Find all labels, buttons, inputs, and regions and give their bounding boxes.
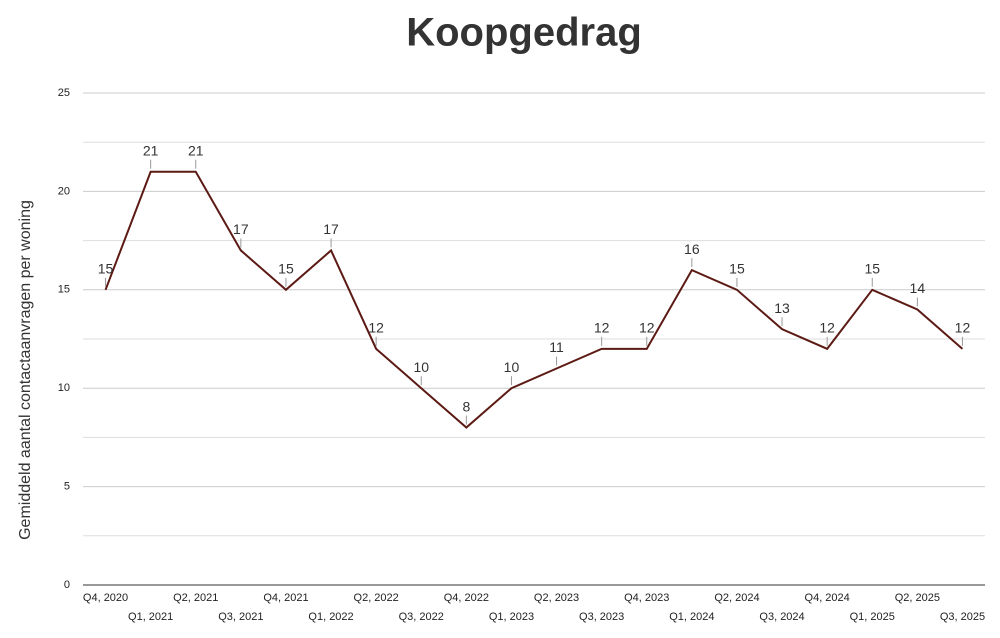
data-label: 17 xyxy=(233,221,249,237)
data-label: 12 xyxy=(594,320,610,336)
x-tick-label: Q2, 2021 xyxy=(173,592,218,604)
y-tick-label: 15 xyxy=(58,284,70,296)
y-tick-label: 25 xyxy=(58,87,70,99)
data-label: 14 xyxy=(910,280,926,296)
data-label: 12 xyxy=(955,320,971,336)
x-tick-label: Q3, 2024 xyxy=(759,611,804,623)
x-tick-label: Q3, 2023 xyxy=(579,611,624,623)
data-label: 10 xyxy=(504,359,520,375)
y-tick-label: 10 xyxy=(58,382,70,394)
data-label: 21 xyxy=(143,142,159,158)
x-tick-label: Q2, 2022 xyxy=(354,592,399,604)
x-tick-label: Q4, 2022 xyxy=(444,592,489,604)
data-label: 15 xyxy=(864,261,880,277)
y-tick-label: 5 xyxy=(64,481,70,493)
data-label: 21 xyxy=(188,142,204,158)
x-tick-label: Q1, 2021 xyxy=(128,611,173,623)
data-line xyxy=(104,170,964,429)
data-label: 16 xyxy=(684,241,700,257)
x-tick-label: Q1, 2024 xyxy=(669,611,714,623)
data-label: 17 xyxy=(323,221,339,237)
y-tick-label: 0 xyxy=(64,579,70,591)
data-label: 12 xyxy=(368,320,384,336)
x-tick-label: Q1, 2023 xyxy=(489,611,534,623)
data-label: 12 xyxy=(639,320,655,336)
chart-title: Koopgedrag xyxy=(406,11,642,55)
x-tick-label: Q4, 2023 xyxy=(624,592,669,604)
x-tick-label: Q3, 2022 xyxy=(399,611,444,623)
x-tick-label: Q2, 2025 xyxy=(895,592,940,604)
data-label: 15 xyxy=(729,261,745,277)
x-tick-label: Q4, 2021 xyxy=(263,592,308,604)
x-tick-label: Q2, 2023 xyxy=(534,592,579,604)
x-tick-label: Q3, 2021 xyxy=(218,611,263,623)
x-tick-label: Q2, 2024 xyxy=(714,592,759,604)
data-label: 15 xyxy=(98,261,114,277)
x-tick-label: Q1, 2025 xyxy=(850,611,895,623)
y-axis-title: Gemiddeld aantal contactaanvragen per wo… xyxy=(17,200,34,540)
data-label: 12 xyxy=(819,320,835,336)
data-label: 15 xyxy=(278,261,294,277)
x-tick-label: Q4, 2020 xyxy=(83,592,128,604)
data-label: 13 xyxy=(774,300,790,316)
data-label: 11 xyxy=(549,339,564,355)
y-tick-label: 20 xyxy=(58,185,70,197)
data-label: 8 xyxy=(462,398,470,414)
x-tick-label: Q1, 2022 xyxy=(308,611,353,623)
data-label: 10 xyxy=(413,359,429,375)
x-tick-label: Q3, 2025 xyxy=(940,611,985,623)
x-tick-label: Q4, 2024 xyxy=(805,592,850,604)
